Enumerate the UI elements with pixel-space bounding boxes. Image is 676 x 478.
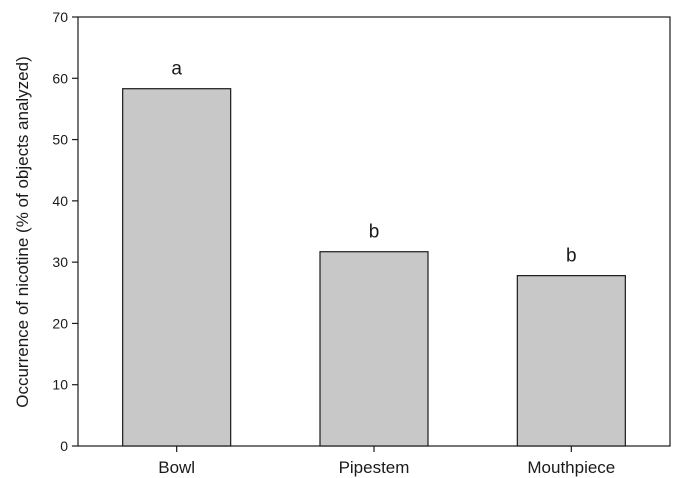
bar-pipestem: [319, 251, 429, 447]
significance-letter-pipestem: b: [369, 222, 380, 243]
y-tick-label: 50: [52, 132, 68, 148]
y-tick-label: 30: [52, 254, 68, 270]
y-tick-label: 20: [52, 315, 68, 331]
bar-mouthpiece: [516, 275, 626, 447]
y-tick-label: 0: [60, 438, 68, 454]
significance-letter-bowl: a: [171, 59, 182, 80]
y-tick-label: 10: [52, 377, 68, 393]
x-tick-label-bowl: Bowl: [158, 458, 195, 477]
y-axis-ticks: 0 10 20 30 40 50 60 70: [52, 9, 78, 454]
x-axis-labels: Bowl Pipestem Mouthpiece: [158, 446, 615, 477]
y-tick-label: 40: [52, 193, 68, 209]
x-tick-label-pipestem: Pipestem: [339, 458, 410, 477]
significance-annotations: a b b: [171, 59, 576, 267]
bar-bowl: [122, 88, 232, 447]
x-tick-label-mouthpiece: Mouthpiece: [527, 458, 615, 477]
bars: [122, 88, 626, 447]
y-axis-title: Occurrence of nicotine (% of objects ana…: [13, 56, 32, 408]
significance-letter-mouthpiece: b: [566, 246, 577, 267]
y-tick-label: 60: [52, 70, 68, 86]
y-tick-label: 70: [52, 9, 68, 25]
